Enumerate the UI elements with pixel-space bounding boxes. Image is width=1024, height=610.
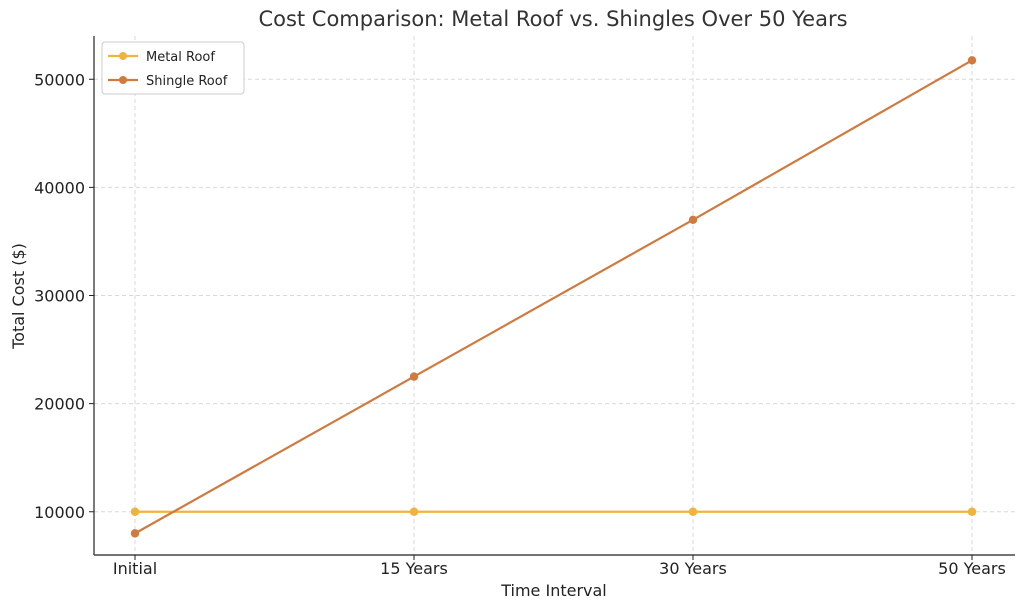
y-tick-label: 30000 <box>34 287 85 306</box>
legend-swatch-marker <box>119 52 127 60</box>
x-tick-label: 50 Years <box>938 559 1006 578</box>
legend-swatch-marker <box>119 76 127 84</box>
series-line <box>134 59 973 535</box>
y-axis-title: Total Cost ($) <box>9 243 28 350</box>
chart-title: Cost Comparison: Metal Roof vs. Shingles… <box>258 7 847 31</box>
legend-item: Shingle Roof <box>108 74 228 89</box>
x-tick-label: Initial <box>113 559 157 578</box>
y-tick-label: 50000 <box>34 70 85 89</box>
data-point <box>967 56 977 65</box>
data-point <box>688 507 698 516</box>
grid <box>94 36 1015 555</box>
data-point <box>130 529 140 538</box>
x-axis: Initial 15 Years 30 Years 50 Years <box>113 555 1006 578</box>
series-layer <box>130 56 977 538</box>
legend-label: Metal Roof <box>146 50 215 65</box>
legend: Metal Roof Shingle Roof <box>101 41 245 95</box>
data-point <box>130 507 140 516</box>
data-point <box>967 507 977 516</box>
legend-label: Shingle Roof <box>146 74 228 89</box>
data-point <box>409 507 419 516</box>
y-tick-label: 20000 <box>34 395 85 414</box>
series-metal-roof <box>130 507 977 516</box>
y-tick-label: 10000 <box>34 503 85 522</box>
data-point <box>409 372 419 381</box>
x-axis-title: Time Interval <box>500 581 607 600</box>
y-axis: 10000 20000 30000 40000 50000 <box>34 70 94 522</box>
series-shingle-roof <box>130 56 977 538</box>
x-tick-label: 15 Years <box>380 559 448 578</box>
legend-item: Metal Roof <box>108 50 215 65</box>
y-tick-label: 40000 <box>34 178 85 197</box>
x-tick-label: 30 Years <box>659 559 727 578</box>
data-point <box>688 215 698 225</box>
